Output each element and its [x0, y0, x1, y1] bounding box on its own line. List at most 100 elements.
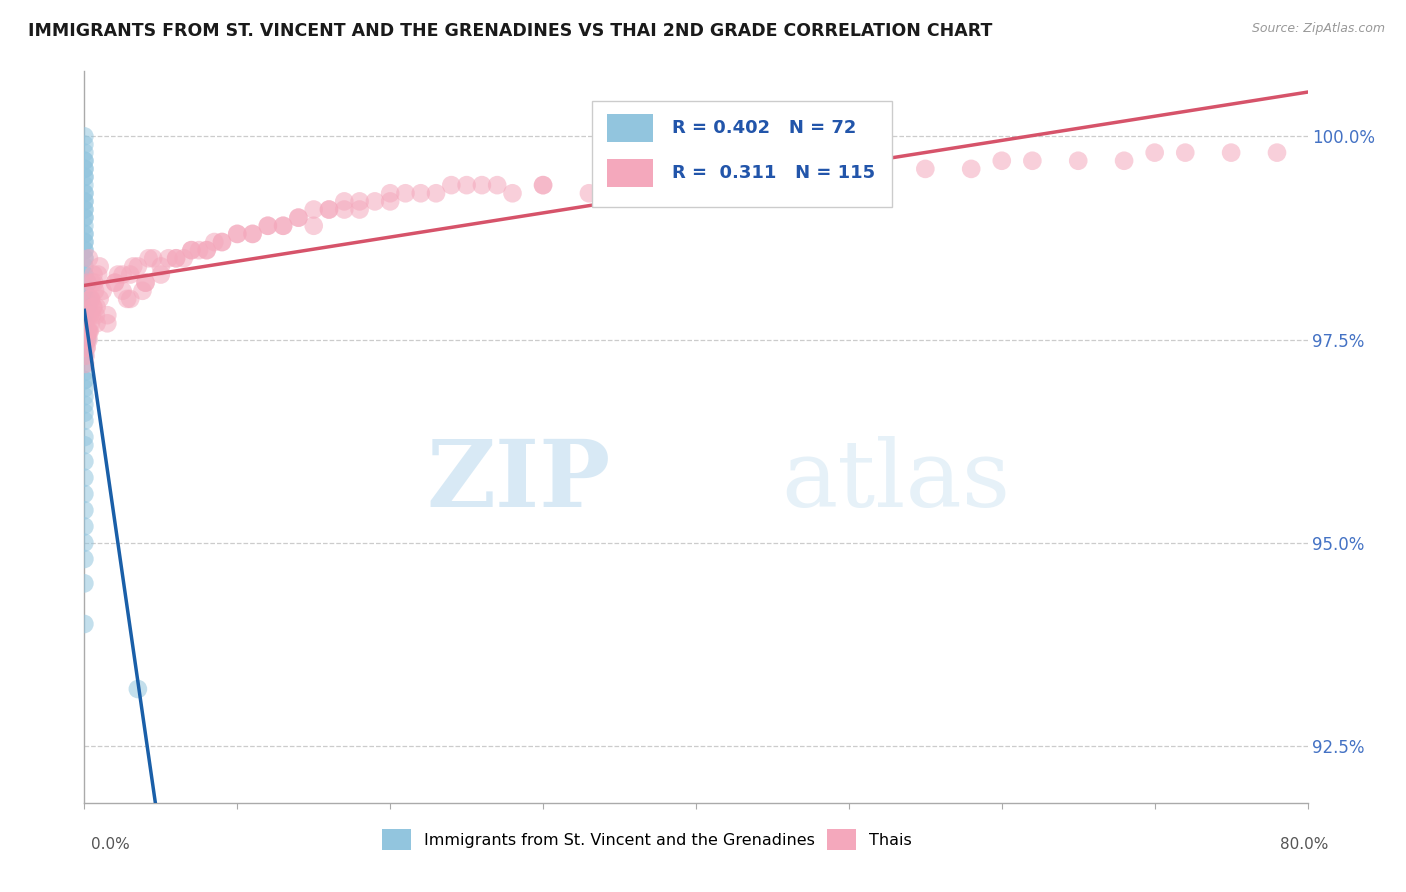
Point	[73, 145, 96, 160]
Point	[333, 194, 356, 209]
Point	[685, 169, 707, 184]
Point	[84, 308, 107, 322]
Point	[73, 211, 96, 225]
Point	[271, 219, 294, 233]
Point	[76, 325, 98, 339]
Point	[77, 325, 100, 339]
Point	[73, 202, 96, 217]
Point	[77, 252, 100, 266]
Point	[73, 161, 96, 176]
Point	[271, 219, 294, 233]
Point	[73, 406, 96, 420]
Point	[257, 219, 280, 233]
Point	[1143, 145, 1166, 160]
Point	[73, 357, 96, 371]
Point	[73, 430, 96, 444]
Text: 0.0%: 0.0%	[91, 837, 131, 852]
Point	[960, 161, 983, 176]
Point	[180, 243, 202, 257]
Point	[76, 341, 98, 355]
Point	[149, 260, 172, 274]
Point	[73, 227, 96, 241]
Point	[77, 325, 100, 339]
Point	[226, 227, 249, 241]
Point	[318, 202, 340, 217]
Point	[73, 276, 96, 290]
Point	[73, 284, 96, 298]
Point	[73, 414, 96, 428]
Point	[838, 161, 860, 176]
Point	[115, 292, 138, 306]
Point	[73, 169, 96, 184]
Point	[73, 169, 96, 184]
Point	[80, 308, 103, 322]
Point	[73, 219, 96, 233]
Point	[73, 211, 96, 225]
Point	[73, 292, 96, 306]
Point	[318, 202, 340, 217]
Point	[75, 349, 97, 363]
Point	[73, 576, 96, 591]
Point	[83, 300, 105, 314]
Point	[73, 349, 96, 363]
Bar	[606, 159, 654, 187]
Point	[149, 268, 172, 282]
Point	[73, 308, 96, 322]
Point	[86, 316, 108, 330]
Point	[195, 243, 218, 257]
Point	[1174, 145, 1197, 160]
Point	[87, 268, 110, 282]
Point	[79, 308, 101, 322]
Point	[73, 186, 96, 201]
Point	[242, 227, 264, 241]
Point	[138, 252, 160, 266]
Point	[1021, 153, 1043, 168]
Point	[73, 268, 96, 282]
Point	[131, 284, 153, 298]
Text: ZIP: ZIP	[426, 436, 610, 526]
Point	[349, 194, 371, 209]
Point	[79, 325, 101, 339]
Point	[73, 161, 96, 176]
Point	[531, 178, 554, 193]
Text: 80.0%: 80.0%	[1281, 837, 1329, 852]
Point	[73, 381, 96, 395]
Point	[73, 260, 96, 274]
Point	[73, 202, 96, 217]
Point	[73, 438, 96, 452]
Point	[122, 260, 145, 274]
Point	[287, 211, 309, 225]
Point	[333, 202, 356, 217]
Point	[79, 292, 101, 306]
Point	[73, 243, 96, 257]
Point	[425, 186, 447, 201]
Legend: Immigrants from St. Vincent and the Grenadines, Thais: Immigrants from St. Vincent and the Gren…	[382, 830, 911, 850]
Point	[89, 260, 111, 274]
Point	[202, 235, 225, 249]
Point	[242, 227, 264, 241]
Point	[76, 333, 98, 347]
Point	[1265, 145, 1288, 160]
Text: R =  0.311   N = 115: R = 0.311 N = 115	[672, 164, 875, 182]
Point	[89, 292, 111, 306]
Point	[456, 178, 478, 193]
Point	[73, 284, 96, 298]
Point	[76, 333, 98, 347]
Point	[914, 161, 936, 176]
Point	[180, 243, 202, 257]
Point	[73, 373, 96, 387]
Point	[364, 194, 387, 209]
Point	[609, 169, 631, 184]
Text: atlas: atlas	[782, 436, 1011, 526]
Point	[73, 341, 96, 355]
Text: R = 0.402   N = 72: R = 0.402 N = 72	[672, 119, 856, 136]
Point	[104, 276, 127, 290]
Point	[578, 186, 600, 201]
Point	[1067, 153, 1090, 168]
Point	[165, 252, 187, 266]
Point	[75, 357, 97, 371]
Point	[394, 186, 416, 201]
Point	[73, 325, 96, 339]
Point	[531, 178, 554, 193]
Bar	[606, 114, 654, 142]
